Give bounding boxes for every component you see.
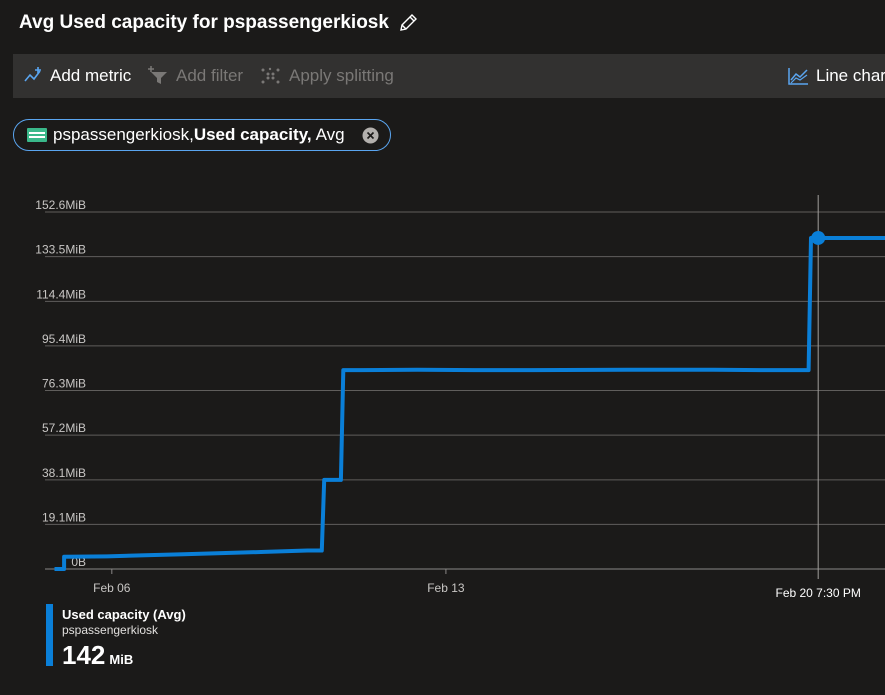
splitting-icon [261, 67, 280, 84]
metric-pill[interactable]: pspassengerkiosk, Used capacity, Avg [13, 119, 391, 151]
legend-value-number: 142 [62, 640, 106, 670]
apply-splitting-button[interactable]: Apply splitting [260, 54, 394, 98]
cursor-point [811, 230, 826, 245]
series-line [54, 236, 885, 571]
y-tick-label: 152.6MiB [35, 198, 86, 212]
y-tick-label: 57.2MiB [42, 421, 86, 435]
add-filter-button[interactable]: Add filter [147, 54, 243, 98]
chart-title: Avg Used capacity for pspassengerkiosk [19, 12, 419, 34]
add-filter-label: Add filter [176, 66, 244, 85]
add-metric-icon [24, 67, 41, 82]
chart-cursor: Feb 20 7:30 PM [775, 195, 861, 600]
y-tick-label: 95.4MiB [42, 332, 86, 346]
pill-aggregation: Avg [315, 125, 345, 144]
y-tick-label: 38.1MiB [42, 466, 86, 480]
y-axis-ticks: 0B19.1MiB38.1MiB57.2MiB76.3MiB95.4MiB114… [35, 198, 86, 569]
filter-icon [148, 66, 167, 84]
x-tick-label: Feb 13 [427, 581, 465, 595]
legend-value-unit: MiB [109, 652, 134, 667]
add-metric-button[interactable]: Add metric [23, 54, 131, 98]
chart-grid [45, 211, 885, 570]
line-chart-icon [788, 68, 808, 85]
cursor-label: Feb 20 7:30 PM [775, 586, 860, 600]
pencil-icon[interactable] [397, 12, 419, 34]
legend-value: 142 MiB [62, 640, 133, 671]
x-axis-ticks: Feb 06 Feb 13 [93, 569, 465, 595]
apply-splitting-label: Apply splitting [289, 66, 394, 85]
y-tick-label: 19.1MiB [42, 510, 86, 524]
chart-title-text: Avg Used capacity for pspassengerkiosk [19, 12, 389, 33]
y-tick-label: 114.4MiB [36, 287, 86, 301]
chart-series [54, 236, 885, 571]
pill-resource: pspassengerkiosk, [53, 125, 194, 144]
close-icon[interactable] [362, 127, 379, 144]
x-tick-label: Feb 06 [93, 581, 131, 595]
chart-toolbar: Add metric Add filter Apply splitting Li… [13, 54, 885, 98]
legend-resource: pspassengerkiosk [62, 623, 159, 637]
add-metric-label: Add metric [50, 66, 132, 85]
legend-series-name: Used capacity (Avg) [62, 607, 186, 622]
pill-metric: Used capacity, [193, 125, 312, 144]
legend-color-bar [46, 604, 53, 666]
line-chart-button[interactable]: Line chart [787, 54, 885, 98]
line-chart-label: Line chart [816, 66, 885, 85]
y-tick-label: 133.5MiB [35, 243, 86, 257]
y-tick-label: 76.3MiB [42, 377, 86, 391]
storage-account-icon [27, 128, 47, 142]
